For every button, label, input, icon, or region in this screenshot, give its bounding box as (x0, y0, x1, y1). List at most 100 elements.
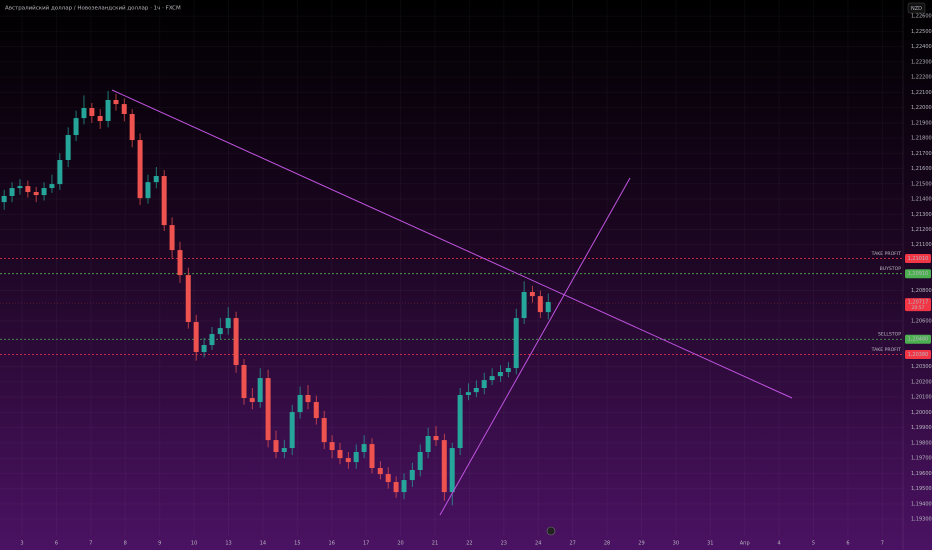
candle-body (369, 444, 375, 469)
candle-body (209, 334, 215, 346)
candle-body (89, 108, 95, 116)
candle-body (113, 99, 119, 105)
candle-body (185, 275, 191, 323)
candle-body (337, 450, 343, 459)
levels: TAKE PROFIT 1,21010 BUYSTOP 1,20910 SELLSTOP… (0, 251, 931, 359)
candle-body (521, 291, 527, 319)
candle-body (249, 398, 255, 403)
candle-body (57, 160, 63, 185)
level-name: TAKE PROFIT (871, 251, 902, 257)
y-tick-label: 1,19700 (911, 456, 932, 462)
x-tick-label: 5 (812, 541, 815, 547)
y-tick-label: 1,21300 (911, 212, 932, 218)
candle-body (513, 318, 519, 369)
level-name: BUYSTOP (880, 266, 902, 272)
x-tick-label: 20 (397, 541, 403, 547)
x-tick-label: 29 (638, 541, 644, 547)
y-tick-label: 1,21700 (911, 151, 932, 157)
candle-body (409, 469, 415, 481)
level-price-box (905, 334, 931, 344)
x-tick-label: 10 (191, 541, 197, 547)
candle-body (73, 118, 79, 136)
candle-body (545, 302, 551, 313)
x-tick-label: 6 (846, 541, 849, 547)
candle-body (201, 345, 207, 353)
y-tick-label: 1,21800 (911, 136, 932, 142)
y-tick-label: 1,19500 (911, 486, 932, 492)
candle-body (457, 395, 463, 449)
y-tick-label: 1,20000 (911, 410, 932, 416)
y-tick-label: 1,21400 (911, 197, 932, 203)
x-tick-label: 30 (673, 541, 679, 547)
level-name: TAKE PROFIT (871, 347, 902, 353)
y-tick-label: 1,22400 (911, 44, 932, 50)
candle-body (305, 395, 311, 403)
trend-line (439, 177, 631, 516)
candle-body (265, 378, 271, 441)
y-tick-label: 1,22000 (911, 105, 932, 111)
y-tick-label: 1,21600 (911, 166, 932, 172)
y-tick-label: 1,20100 (911, 395, 932, 401)
y-tick-label: 1,19900 (911, 425, 932, 431)
level-price: 1,20380 (908, 352, 929, 358)
candle-body (465, 392, 471, 396)
chart-title: Австралийский доллар / Новозеландский до… (5, 5, 181, 12)
x-tick-label: 13 (225, 541, 231, 547)
candle-body (497, 372, 503, 377)
y-tick-label: 1,21200 (911, 227, 932, 233)
y-tick-label: 1,19600 (911, 471, 932, 477)
candle-body (529, 291, 535, 297)
y-tick-label: 1,22600 (911, 14, 932, 20)
candle-body (241, 364, 247, 399)
candle-body (377, 468, 383, 475)
candle-body (289, 412, 295, 449)
candle-body (489, 376, 495, 381)
candle-body (33, 192, 39, 196)
candle-body (393, 482, 399, 493)
candle-body (225, 318, 231, 329)
y-tick-label: 1,21500 (911, 181, 932, 187)
x-tick-label: 15 (294, 541, 300, 547)
event-icon[interactable] (546, 526, 556, 536)
candle-body (49, 184, 55, 189)
candle-body (137, 140, 143, 199)
candle-body (473, 388, 479, 393)
candle-body (329, 442, 335, 451)
candle-body (449, 448, 455, 493)
x-tick-label: 27 (569, 541, 575, 547)
x-tick-label: 3 (20, 541, 23, 547)
level-price: 1,21010 (908, 256, 929, 262)
y-tick-label: 1,20800 (911, 288, 932, 294)
candle-body (105, 99, 111, 122)
x-tick-label: Апр (740, 541, 750, 547)
x-tick-label: 4 (778, 541, 781, 547)
candle-body (177, 250, 183, 276)
candle-body (81, 108, 87, 119)
candle-body (321, 418, 327, 443)
currency: NZD (911, 6, 922, 12)
y-tick-label: 1,20300 (911, 364, 932, 370)
currency-box[interactable] (907, 2, 926, 14)
y-tick-label: 1,21100 (911, 242, 932, 248)
candle-body (481, 380, 487, 389)
y-tick-label: 1,20200 (911, 379, 932, 385)
last-price-box (905, 298, 931, 312)
x-tick-label: 6 (55, 541, 58, 547)
y-tick-label: 1,19300 (911, 517, 932, 523)
y-tick-label: 1,22300 (911, 59, 932, 65)
candle-body (97, 115, 103, 122)
candle-body (217, 328, 223, 335)
level-price-box (905, 349, 931, 359)
candle-body (41, 188, 47, 196)
y-tick-label: 1,22500 (911, 29, 932, 35)
candle-body (233, 318, 239, 365)
candle-body (169, 225, 175, 251)
trend-line (111, 89, 793, 399)
candle-body (425, 436, 431, 453)
candle-body (361, 444, 367, 453)
axes: 1,22600 1,22500 1,22400 1,22300 1,22200 1,221… (20, 14, 931, 547)
candle-body (129, 113, 135, 141)
candle-body (313, 402, 319, 419)
candle-body (9, 188, 15, 196)
y-tick-label: 1,20600 (911, 318, 932, 324)
